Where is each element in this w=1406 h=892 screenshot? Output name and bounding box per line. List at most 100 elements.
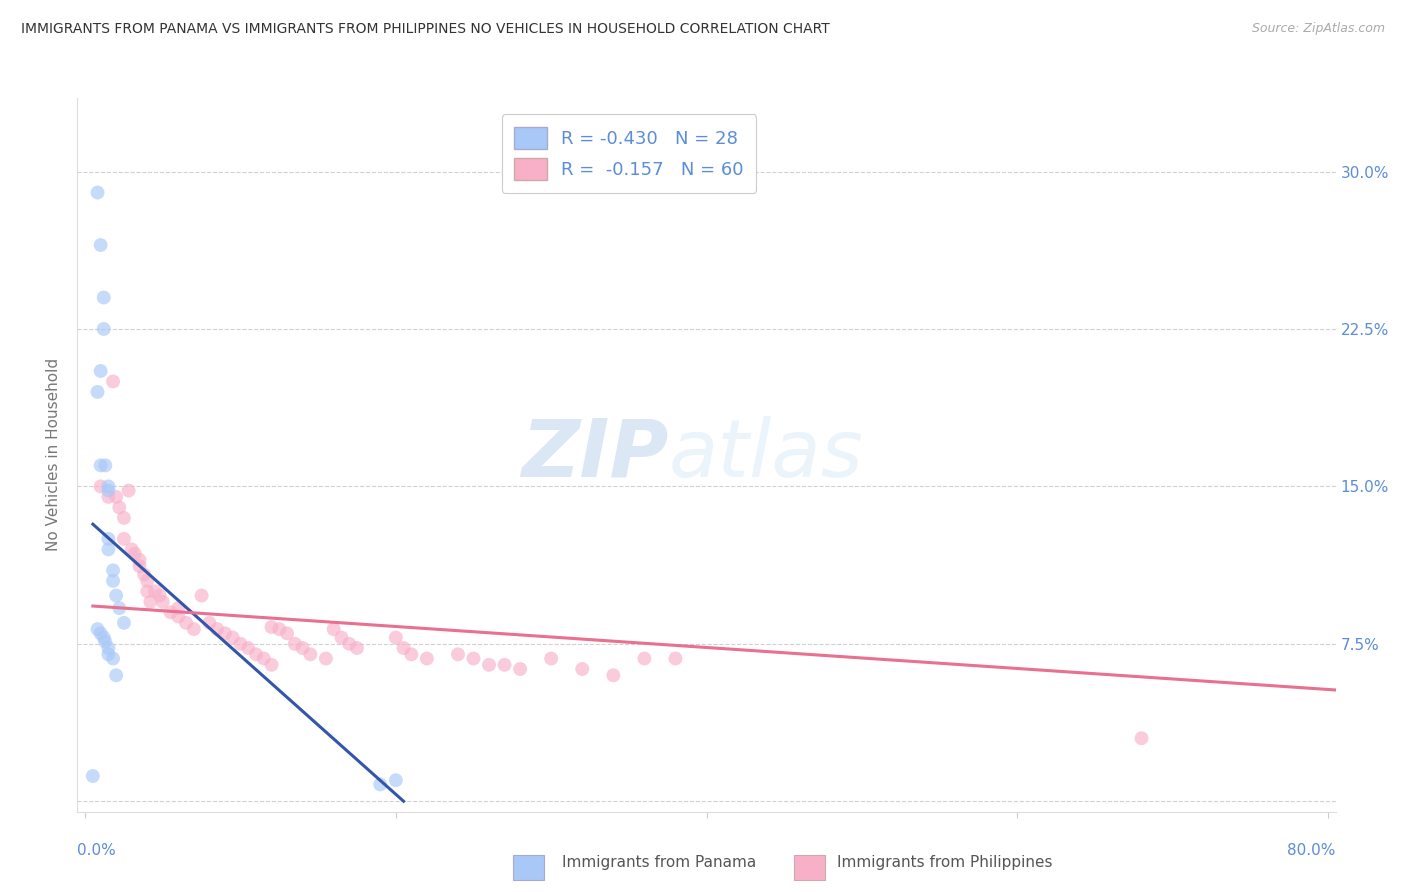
- Point: [101, 574, 124, 588]
- Point: [183, 622, 205, 636]
- Point: [90, 458, 112, 473]
- Point: [97, 483, 120, 498]
- Point: [105, 668, 128, 682]
- Point: [540, 651, 562, 665]
- Point: [82, 769, 104, 783]
- Point: [128, 553, 150, 567]
- Point: [101, 375, 124, 389]
- Y-axis label: No Vehicles in Household: No Vehicles in Household: [46, 359, 62, 551]
- Point: [509, 662, 531, 676]
- Point: [571, 662, 593, 676]
- Point: [284, 637, 307, 651]
- Point: [101, 651, 124, 665]
- Point: [105, 589, 128, 603]
- Point: [167, 609, 190, 624]
- Point: [198, 615, 221, 630]
- Point: [238, 640, 260, 655]
- Point: [205, 622, 228, 636]
- Point: [101, 563, 124, 577]
- Point: [112, 532, 135, 546]
- Point: [86, 622, 108, 636]
- Point: [337, 637, 360, 651]
- Text: ZIP: ZIP: [522, 416, 669, 494]
- Text: IMMIGRANTS FROM PANAMA VS IMMIGRANTS FROM PHILIPPINES NO VEHICLES IN HOUSEHOLD C: IMMIGRANTS FROM PANAMA VS IMMIGRANTS FRO…: [21, 22, 830, 37]
- Point: [143, 584, 166, 599]
- Point: [276, 626, 298, 640]
- Point: [93, 291, 115, 305]
- Point: [664, 651, 686, 665]
- Point: [221, 631, 243, 645]
- Point: [494, 657, 516, 672]
- Point: [97, 542, 120, 557]
- Text: atlas: atlas: [669, 416, 863, 494]
- Point: [108, 601, 131, 615]
- Point: [260, 657, 283, 672]
- Point: [291, 640, 314, 655]
- Point: [330, 631, 353, 645]
- Point: [269, 622, 291, 636]
- Point: [149, 589, 172, 603]
- Point: [260, 620, 283, 634]
- Point: [93, 322, 115, 336]
- Point: [112, 511, 135, 525]
- Point: [128, 559, 150, 574]
- Point: [478, 657, 501, 672]
- Point: [447, 648, 470, 662]
- Point: [86, 384, 108, 399]
- Point: [134, 567, 156, 582]
- Point: [159, 605, 181, 619]
- Point: [346, 640, 368, 655]
- Point: [385, 773, 408, 788]
- Point: [117, 483, 139, 498]
- Point: [136, 574, 159, 588]
- Point: [416, 651, 439, 665]
- Point: [94, 458, 117, 473]
- Point: [136, 584, 159, 599]
- Point: [90, 238, 112, 252]
- Point: [253, 651, 276, 665]
- Point: [97, 479, 120, 493]
- Legend: R = -0.430   N = 28, R =  -0.157   N = 60: R = -0.430 N = 28, R = -0.157 N = 60: [502, 114, 756, 193]
- Point: [112, 615, 135, 630]
- Point: [108, 500, 131, 515]
- Point: [139, 595, 162, 609]
- Point: [229, 637, 252, 651]
- Point: [602, 668, 624, 682]
- Text: Source: ZipAtlas.com: Source: ZipAtlas.com: [1251, 22, 1385, 36]
- Text: 0.0%: 0.0%: [77, 843, 117, 858]
- Point: [167, 601, 190, 615]
- Point: [124, 547, 146, 561]
- Point: [97, 490, 120, 504]
- Point: [214, 626, 236, 640]
- Point: [97, 532, 120, 546]
- Point: [121, 542, 143, 557]
- Point: [368, 777, 391, 791]
- Point: [315, 651, 337, 665]
- Text: Immigrants from Panama: Immigrants from Panama: [562, 855, 756, 870]
- Point: [322, 622, 344, 636]
- Text: 80.0%: 80.0%: [1288, 843, 1336, 858]
- Point: [90, 626, 112, 640]
- Point: [245, 648, 267, 662]
- Point: [97, 640, 120, 655]
- Point: [174, 615, 197, 630]
- Text: Immigrants from Philippines: Immigrants from Philippines: [837, 855, 1052, 870]
- FancyBboxPatch shape: [794, 855, 825, 880]
- Point: [90, 479, 112, 493]
- Point: [633, 651, 655, 665]
- Point: [97, 648, 120, 662]
- Point: [93, 631, 115, 645]
- Point: [90, 364, 112, 378]
- Point: [401, 648, 423, 662]
- Point: [86, 186, 108, 200]
- Point: [1130, 731, 1153, 746]
- Point: [299, 648, 322, 662]
- Point: [105, 490, 128, 504]
- FancyBboxPatch shape: [513, 855, 544, 880]
- Point: [94, 634, 117, 648]
- Point: [463, 651, 485, 665]
- Point: [385, 631, 408, 645]
- Point: [392, 640, 415, 655]
- Point: [152, 595, 174, 609]
- Point: [190, 589, 212, 603]
